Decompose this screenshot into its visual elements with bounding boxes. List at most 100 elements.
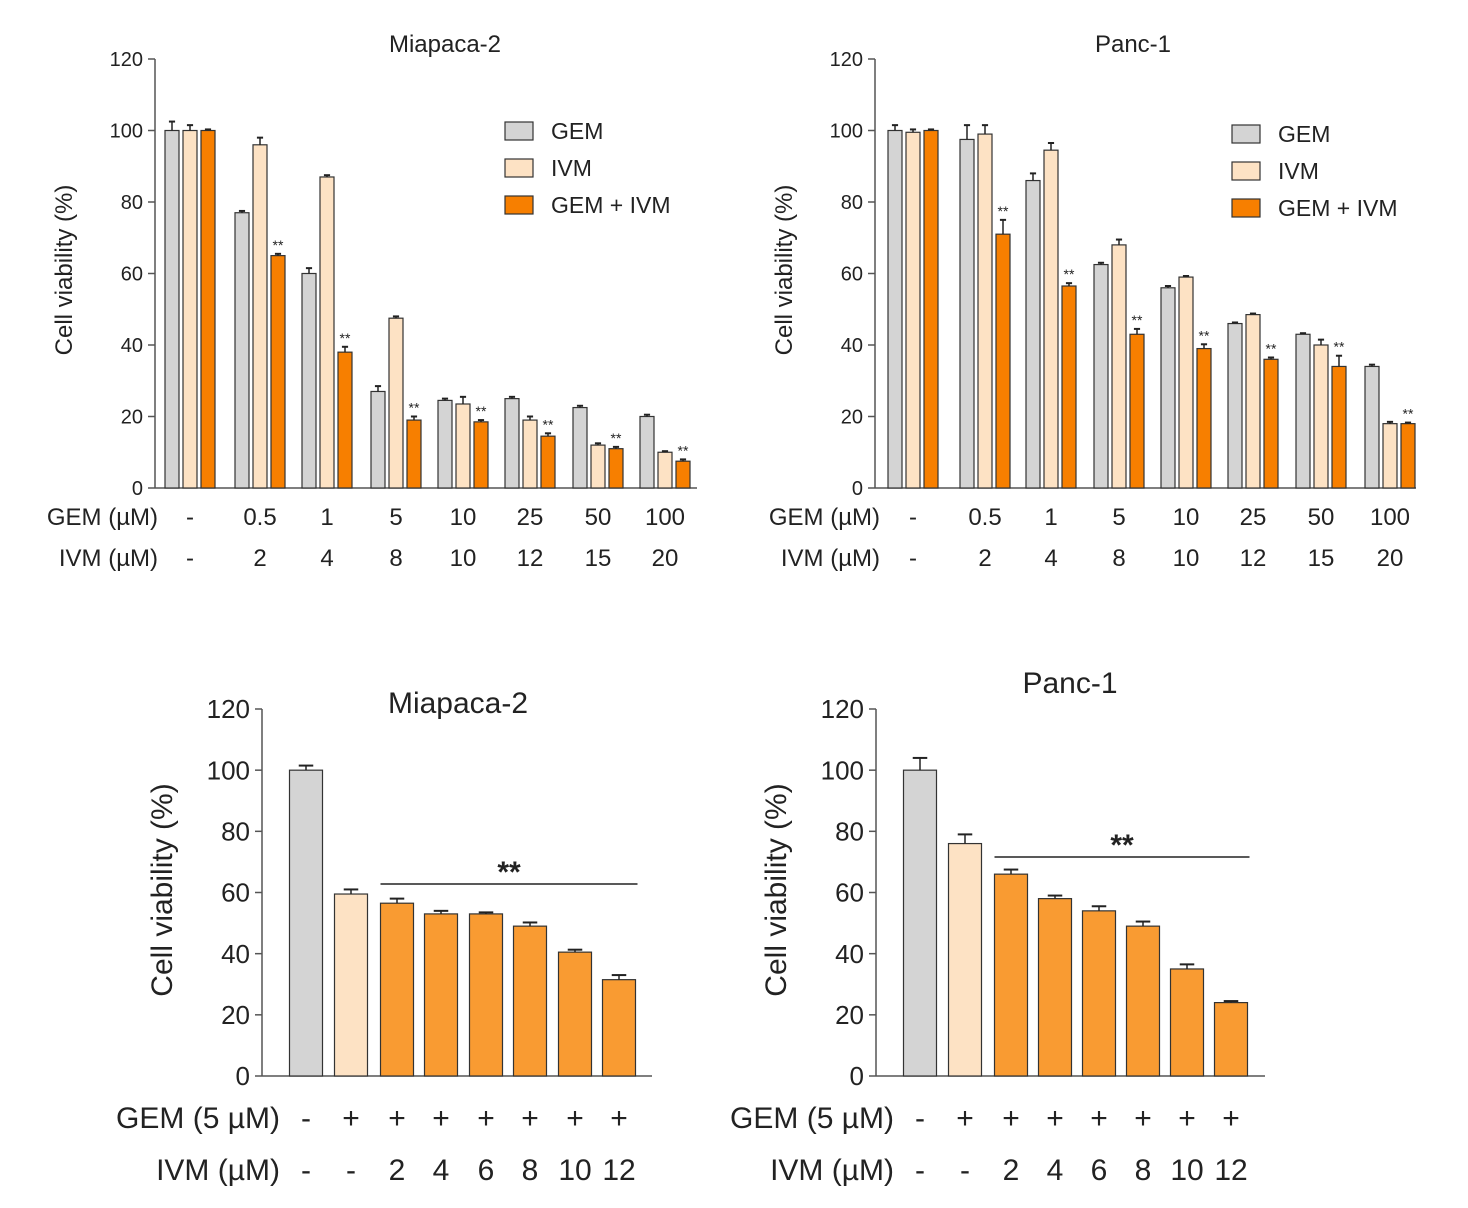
bar — [512, 925, 548, 1077]
y-tick-label: 80 — [121, 192, 143, 214]
bar-ivm — [905, 131, 921, 489]
bar — [1125, 925, 1161, 1077]
ivm-row-label: IVM (µM) — [770, 1154, 894, 1187]
gem-tick-label: 10 — [450, 504, 477, 531]
gem-tick-label: 5 — [389, 504, 402, 531]
ivm-tick-label: 20 — [652, 545, 679, 572]
ivm-tick-label: - — [909, 545, 917, 572]
gem-tick-label: 5 — [1112, 504, 1125, 531]
y-tick-label: 20 — [121, 407, 143, 429]
significance-marker: ** — [476, 403, 487, 419]
significance-marker: ** — [1110, 829, 1134, 862]
gem-row-label: GEM (5 µM) — [730, 1102, 894, 1135]
y-axis-label: Cell viability (%) — [146, 783, 179, 996]
ivm-tick-label: - — [346, 1154, 356, 1187]
ivm-tick-label: 12 — [1214, 1154, 1247, 1187]
significance-marker: ** — [497, 856, 521, 889]
bar — [379, 902, 415, 1077]
gem-tick-label: 25 — [517, 504, 544, 531]
significance-marker: ** — [1064, 266, 1075, 282]
ivm-tick-label: 2 — [978, 545, 991, 572]
y-tick-label: 80 — [835, 816, 864, 846]
significance-marker: ** — [1334, 339, 1345, 355]
ivm-tick-label: 2 — [1003, 1154, 1020, 1187]
bar-gem-ivm — [1196, 347, 1212, 489]
gem-tick-label: 0.5 — [968, 504, 1001, 531]
y-tick-label: 40 — [121, 335, 143, 357]
gem-tick-label: 100 — [645, 504, 685, 531]
chart-title: Miapaca-2 — [388, 687, 528, 720]
bar-gem-ivm — [473, 421, 489, 489]
ivm-tick-label: 10 — [450, 545, 477, 572]
gem-tick-label: 0.5 — [243, 504, 276, 531]
y-tick-label: 100 — [830, 121, 863, 143]
bar — [902, 769, 938, 1077]
ivm-tick-label: 8 — [522, 1154, 539, 1187]
y-tick-label: 60 — [841, 264, 863, 286]
gem-tick-label: + — [477, 1102, 495, 1135]
bar-ivm — [977, 133, 993, 489]
bar-gem — [639, 415, 655, 489]
gem-tick-label: + — [388, 1102, 406, 1135]
bar — [557, 951, 593, 1077]
bar-gem — [1364, 365, 1380, 489]
chart-panel: Miapaca-2 Cell viability (%) 0 20 40 60 80 100 1… — [116, 687, 652, 1187]
bar — [601, 979, 637, 1077]
bar-gem-ivm — [1263, 358, 1279, 489]
chart-title: Panc-1 — [1095, 31, 1171, 58]
ivm-tick-label: - — [186, 545, 194, 572]
chart-title: Miapaca-2 — [389, 31, 501, 58]
bar-gem — [1160, 287, 1176, 489]
bar-gem-ivm — [337, 351, 353, 489]
y-tick-label: 120 — [830, 49, 863, 71]
bar-gem-ivm — [995, 233, 1011, 489]
ivm-tick-label: 6 — [1091, 1154, 1108, 1187]
bar — [947, 842, 983, 1077]
legend-swatch — [1231, 161, 1261, 181]
gem-tick-label: + — [1134, 1102, 1152, 1135]
legend-swatch — [504, 158, 534, 178]
significance-marker: ** — [340, 330, 351, 346]
significance-marker: ** — [678, 442, 689, 458]
bar-gem — [1295, 333, 1311, 489]
y-tick-label: 60 — [221, 878, 250, 908]
gem-tick-label: + — [521, 1102, 539, 1135]
bar-ivm — [388, 317, 404, 489]
bar-gem-ivm — [1331, 365, 1347, 489]
ivm-tick-label: 15 — [585, 545, 612, 572]
gem-tick-label: - — [909, 504, 917, 531]
y-tick-label: 0 — [850, 1061, 864, 1091]
bar — [468, 913, 504, 1077]
ivm-tick-label: 2 — [253, 545, 266, 572]
ivm-tick-label: 2 — [389, 1154, 406, 1187]
bar — [1169, 968, 1205, 1077]
bar — [1081, 910, 1117, 1077]
bar-gem — [234, 212, 250, 489]
gem-tick-label: + — [1222, 1102, 1240, 1135]
y-tick-label: 120 — [207, 694, 250, 724]
bar-gem-ivm — [1400, 423, 1416, 489]
gem-tick-label: + — [342, 1102, 360, 1135]
ivm-tick-label: - — [960, 1154, 970, 1187]
ivm-tick-label: 8 — [1135, 1154, 1152, 1187]
ivm-tick-label: - — [301, 1154, 311, 1187]
chart-panel: Miapaca-2 Cell viability (%) 0 20 40 60 80 100 1… — [47, 31, 697, 572]
gem-tick-label: + — [1178, 1102, 1196, 1135]
bar-ivm — [455, 403, 471, 489]
bar-gem — [370, 390, 386, 489]
bar-ivm — [252, 144, 268, 489]
gem-tick-label: - — [301, 1102, 311, 1135]
gem-tick-label: + — [1046, 1102, 1064, 1135]
ivm-tick-label: 8 — [1112, 545, 1125, 572]
bar-gem-ivm — [923, 129, 939, 489]
bar — [288, 769, 324, 1077]
bar-ivm — [590, 444, 606, 489]
significance-marker: ** — [1403, 406, 1414, 422]
bar-gem — [887, 129, 903, 489]
bar-gem — [301, 272, 317, 489]
y-tick-label: 80 — [841, 192, 863, 214]
bar-gem-ivm — [1061, 285, 1077, 489]
ivm-tick-label: 6 — [478, 1154, 495, 1187]
y-tick-label: 100 — [821, 755, 864, 785]
